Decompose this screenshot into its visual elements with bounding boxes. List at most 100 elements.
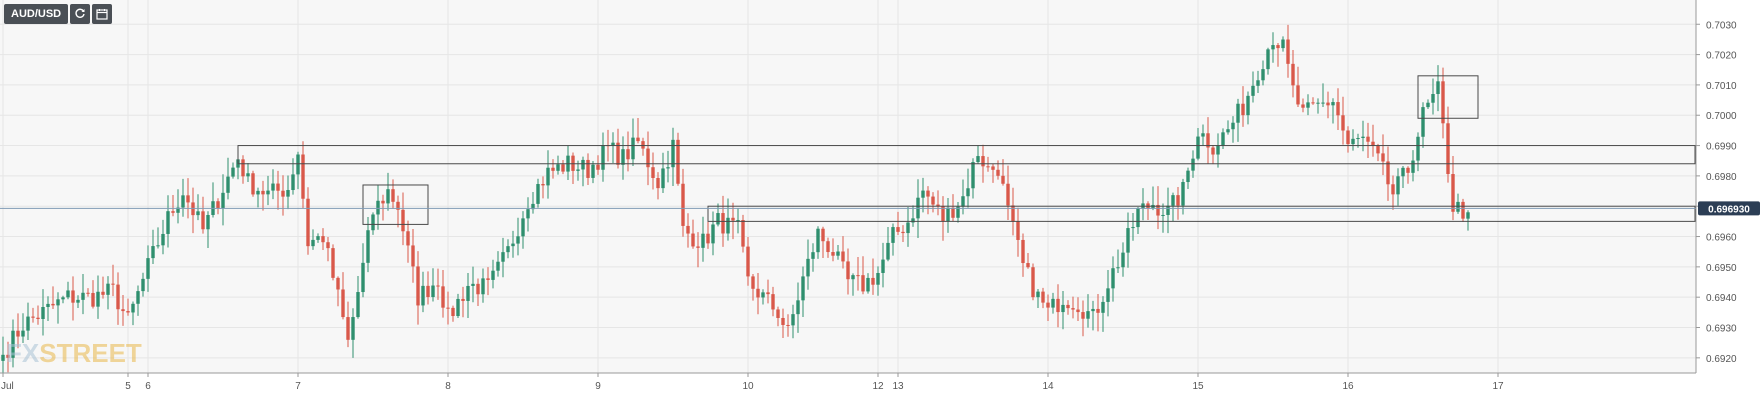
candle-body (1136, 208, 1140, 228)
candle-body (111, 283, 115, 285)
candle (1296, 66, 1300, 108)
candle (201, 196, 205, 234)
candle (1371, 124, 1375, 157)
candle (596, 155, 600, 175)
symbol-label[interactable]: AUD/USD (4, 4, 69, 24)
candle-body (481, 278, 485, 295)
candle (776, 306, 780, 327)
candle (711, 211, 715, 256)
candle (56, 292, 60, 324)
candle-body (671, 139, 675, 168)
candle (1206, 117, 1210, 164)
calendar-icon[interactable] (92, 4, 113, 24)
candle (1381, 134, 1385, 176)
x-tick-label: 9 (595, 381, 601, 392)
candle-body (91, 292, 95, 307)
candle (166, 195, 170, 248)
candle (626, 131, 630, 172)
candle-body (746, 246, 750, 277)
candle-body (1261, 69, 1265, 81)
candle-body (1336, 102, 1340, 116)
candle-body (701, 233, 705, 248)
y-tick-label: 0.6960 (1706, 233, 1737, 244)
candle (466, 273, 470, 318)
candle (431, 268, 435, 302)
candle-body (516, 236, 520, 244)
candle (496, 251, 500, 277)
candle-body (806, 258, 810, 277)
candle (771, 286, 775, 317)
candle (591, 161, 595, 184)
candle-body (56, 299, 60, 306)
candle (1186, 167, 1190, 190)
candle (666, 150, 670, 183)
candle-body (76, 299, 80, 303)
candle (1196, 127, 1200, 161)
candle-body (996, 169, 1000, 176)
chart-toolbar: AUD/USD (4, 4, 113, 24)
candle (281, 175, 285, 216)
candle-body (411, 245, 415, 267)
candle-body (46, 303, 50, 307)
candle (1116, 249, 1120, 274)
candle (986, 156, 990, 172)
highlight-box (362, 184, 429, 225)
candle-body (1011, 205, 1015, 222)
candle (221, 174, 225, 226)
candle (371, 212, 375, 235)
candle-body (546, 167, 550, 186)
candle (1366, 122, 1370, 159)
candle (716, 203, 720, 227)
candle-body (241, 159, 245, 177)
y-tick-label: 0.7000 (1706, 111, 1737, 122)
candle (946, 198, 950, 233)
candle (486, 267, 490, 296)
candle (856, 257, 860, 291)
candle (176, 189, 180, 224)
candle-body (676, 139, 680, 184)
candle-body (1421, 107, 1425, 137)
candle (761, 289, 765, 305)
candle-body (1456, 201, 1460, 212)
overlays (0, 75, 1696, 225)
candle-body (1176, 195, 1180, 206)
candle (581, 156, 585, 187)
candle (1406, 166, 1410, 184)
candle (636, 118, 640, 144)
candle-body (486, 278, 490, 280)
candle (586, 153, 590, 185)
candle (1031, 263, 1035, 301)
candle (121, 294, 125, 326)
candle (656, 172, 660, 200)
candle (786, 314, 790, 337)
candle-body (716, 213, 720, 225)
candle-body (436, 285, 440, 287)
candle-body (836, 251, 840, 256)
candle (446, 291, 450, 325)
candle (491, 259, 495, 289)
candle (116, 272, 120, 325)
candle (6, 341, 10, 373)
candle-body (451, 307, 455, 317)
candle-body (621, 149, 625, 165)
candle (831, 238, 835, 262)
level-channel (237, 145, 1696, 165)
candle (1251, 71, 1255, 103)
candle (186, 178, 190, 219)
candle-body (1211, 147, 1215, 155)
candle (1426, 99, 1430, 110)
candle (1236, 98, 1240, 142)
candle (1111, 256, 1115, 302)
candle-body (731, 217, 735, 221)
candle (746, 236, 750, 286)
candle (1451, 156, 1455, 221)
candle (646, 131, 650, 186)
y-tick-label: 0.7030 (1706, 20, 1737, 31)
candle-body (601, 145, 605, 170)
candle (1246, 91, 1250, 125)
refresh-icon[interactable] (70, 4, 91, 24)
candle (11, 319, 15, 368)
candle-body (941, 206, 945, 222)
candle (781, 308, 785, 339)
